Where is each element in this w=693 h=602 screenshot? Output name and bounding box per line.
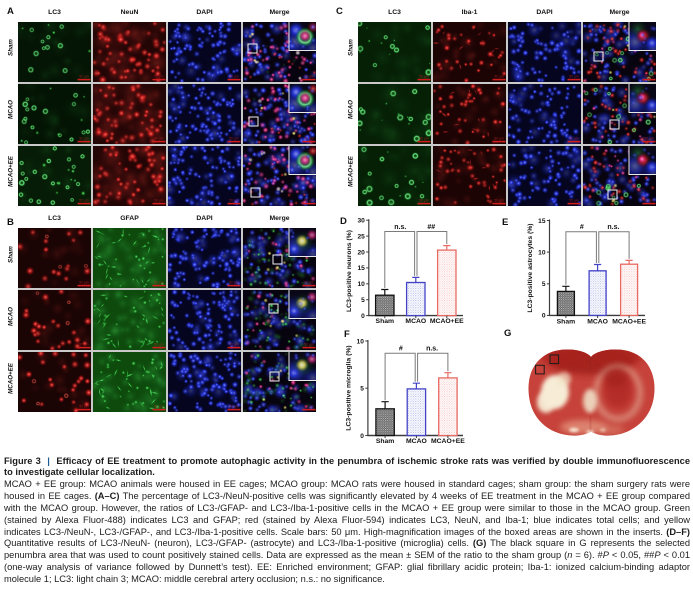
svg-text:MCAO: MCAO: [587, 318, 608, 325]
svg-text:MCAO: MCAO: [405, 318, 426, 325]
svg-text:50 µm: 50 µm: [229, 281, 239, 285]
svg-text:0: 0: [360, 433, 364, 440]
svg-text:LC3-positive neurons (%): LC3-positive neurons (%): [346, 230, 353, 312]
svg-text:50 µm: 50 µm: [229, 343, 239, 347]
svg-text:50 µm: 50 µm: [644, 74, 654, 78]
svg-text:50 µm: 50 µm: [79, 281, 89, 285]
svg-text:#: #: [580, 224, 584, 231]
svg-text:n.s.: n.s.: [607, 224, 619, 231]
svg-text:10: 10: [357, 281, 365, 288]
svg-text:50 µm: 50 µm: [494, 136, 504, 140]
svg-text:MCAO+EE: MCAO+EE: [431, 438, 465, 445]
svg-text:##: ##: [427, 224, 435, 231]
svg-text:50 µm: 50 µm: [229, 136, 239, 140]
svg-text:50 µm: 50 µm: [644, 198, 654, 202]
svg-text:50 µm: 50 µm: [229, 405, 239, 409]
svg-text:50 µm: 50 µm: [569, 198, 579, 202]
svg-text:10: 10: [538, 249, 546, 256]
svg-text:Sham: Sham: [376, 318, 395, 325]
svg-text:50 µm: 50 µm: [569, 74, 579, 78]
svg-text:Sham: Sham: [557, 318, 576, 325]
svg-text:50 µm: 50 µm: [569, 136, 579, 140]
svg-text:50 µm: 50 µm: [154, 74, 164, 78]
svg-text:5: 5: [360, 386, 364, 393]
svg-text:50 µm: 50 µm: [304, 343, 314, 347]
svg-text:50 µm: 50 µm: [79, 198, 89, 202]
svg-text:20: 20: [357, 249, 365, 256]
svg-text:50 µm: 50 µm: [644, 136, 654, 140]
svg-text:50 µm: 50 µm: [154, 281, 164, 285]
svg-text:0: 0: [542, 313, 546, 320]
svg-text:50 µm: 50 µm: [304, 74, 314, 78]
svg-text:#: #: [399, 346, 403, 353]
svg-text:50 µm: 50 µm: [79, 74, 89, 78]
svg-text:50 µm: 50 µm: [304, 281, 314, 285]
svg-text:25: 25: [357, 233, 365, 240]
svg-text:50 µm: 50 µm: [79, 343, 89, 347]
svg-text:30: 30: [357, 218, 365, 225]
svg-text:MCAO+EE: MCAO+EE: [430, 318, 464, 325]
svg-text:50 µm: 50 µm: [494, 74, 504, 78]
svg-text:50 µm: 50 µm: [229, 198, 239, 202]
svg-text:50 µm: 50 µm: [79, 405, 89, 409]
svg-text:50 µm: 50 µm: [494, 198, 504, 202]
svg-text:50 µm: 50 µm: [304, 198, 314, 202]
svg-text:15: 15: [538, 218, 546, 225]
svg-text:50 µm: 50 µm: [419, 136, 429, 140]
svg-text:0: 0: [361, 313, 365, 320]
svg-text:50 µm: 50 µm: [154, 198, 164, 202]
svg-text:50 µm: 50 µm: [154, 405, 164, 409]
svg-text:5: 5: [361, 297, 365, 304]
svg-text:MCAO: MCAO: [406, 438, 427, 445]
svg-text:50 µm: 50 µm: [229, 74, 239, 78]
svg-text:50 µm: 50 µm: [154, 343, 164, 347]
svg-text:50 µm: 50 µm: [79, 136, 89, 140]
svg-text:50 µm: 50 µm: [419, 198, 429, 202]
svg-text:5: 5: [542, 281, 546, 288]
svg-text:LC3-positive microglia (%): LC3-positive microglia (%): [346, 345, 353, 430]
svg-text:15: 15: [357, 265, 365, 272]
svg-text:n.s.: n.s.: [426, 346, 438, 353]
svg-text:50 µm: 50 µm: [304, 136, 314, 140]
svg-text:50 µm: 50 µm: [154, 136, 164, 140]
svg-text:MCAO+EE: MCAO+EE: [612, 318, 646, 325]
svg-text:n.s.: n.s.: [394, 224, 406, 231]
svg-text:LC3-positive astrocytes (%): LC3-positive astrocytes (%): [527, 223, 534, 312]
svg-text:10: 10: [357, 338, 365, 345]
svg-text:50 µm: 50 µm: [419, 74, 429, 78]
svg-text:50 µm: 50 µm: [304, 405, 314, 409]
svg-text:Sham: Sham: [376, 438, 395, 445]
